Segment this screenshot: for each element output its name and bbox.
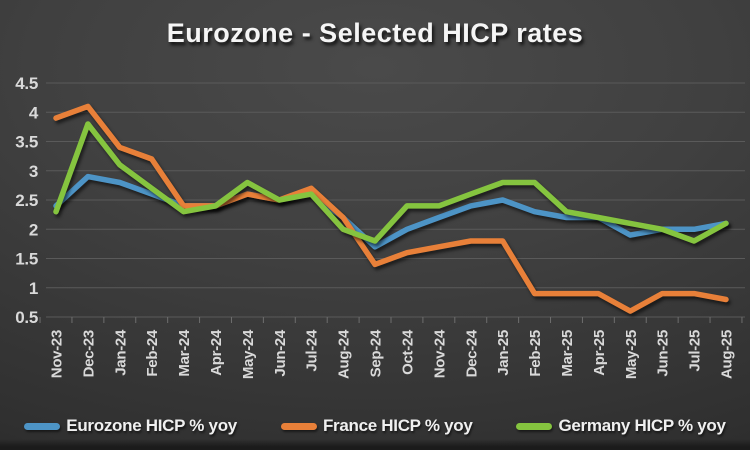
y-tick-label: 2.5 bbox=[15, 191, 38, 210]
y-tick-label: 4 bbox=[29, 103, 39, 122]
germany-hicp-line bbox=[53, 121, 729, 244]
germany-line-swatch-icon bbox=[516, 422, 553, 430]
y-tick-label: 3.5 bbox=[15, 133, 38, 152]
x-tick-label: Aug-24 bbox=[336, 329, 353, 379]
x-tick-label: Sep-24 bbox=[368, 329, 385, 377]
eurozone-line-swatch-icon bbox=[24, 422, 61, 430]
x-tick-label: May-24 bbox=[240, 329, 257, 379]
france-line-swatch-icon bbox=[280, 422, 317, 430]
x-tick-label: Apr-25 bbox=[591, 330, 608, 376]
legend-item-germany: Germany HICP % yoy bbox=[516, 416, 726, 436]
chart-legend: Eurozone HICP % yoy France HICP % yoy Ge… bbox=[0, 416, 750, 436]
x-tick-label: Jan-24 bbox=[112, 329, 129, 376]
legend-label-france: France HICP % yoy bbox=[322, 416, 473, 435]
y-tick-label: 4.5 bbox=[15, 74, 38, 93]
eurozone-hicp-line bbox=[53, 173, 729, 250]
x-tick-label: May-25 bbox=[623, 330, 640, 379]
legend-label-eurozone: Eurozone HICP % yoy bbox=[66, 416, 237, 435]
x-tick-label: Oct-24 bbox=[399, 329, 416, 375]
y-tick-label: 1 bbox=[29, 279, 38, 298]
x-tick-label: Jun-24 bbox=[272, 329, 289, 377]
x-tick-label: Aug-25 bbox=[719, 330, 736, 379]
x-tick-label: Mar-24 bbox=[176, 329, 193, 377]
bottom-shadow-strip bbox=[0, 439, 750, 450]
x-tick-label: Nov-23 bbox=[49, 330, 66, 378]
x-tick-label: Dec-24 bbox=[463, 329, 480, 377]
y-tick-label: 2 bbox=[29, 220, 38, 239]
legend-item-france: France HICP % yoy bbox=[280, 416, 473, 436]
y-tick-label: 1.5 bbox=[15, 250, 38, 269]
y-tick-label: 0.5 bbox=[15, 308, 38, 327]
x-tick-label: Jul-25 bbox=[687, 330, 704, 372]
x-tick-label: Jun-25 bbox=[655, 330, 672, 377]
france-hicp-line bbox=[53, 103, 729, 314]
x-tick-label: Mar-25 bbox=[559, 330, 576, 377]
x-tick-label: Nov-24 bbox=[431, 329, 448, 378]
chart-title: Eurozone - Selected HICP rates bbox=[166, 18, 584, 48]
x-tick-label: Feb-25 bbox=[527, 330, 544, 377]
x-tick-label: Jan-25 bbox=[495, 330, 512, 376]
x-tick-label: Feb-24 bbox=[144, 329, 161, 377]
y-tick-label: 3 bbox=[29, 162, 38, 181]
x-tick-label: Jul-24 bbox=[304, 329, 321, 372]
x-tick-label: Apr-24 bbox=[208, 329, 225, 376]
legend-label-germany: Germany HICP % yoy bbox=[558, 416, 726, 435]
legend-item-eurozone: Eurozone HICP % yoy bbox=[24, 416, 237, 436]
x-tick-label: Dec-23 bbox=[80, 330, 97, 377]
